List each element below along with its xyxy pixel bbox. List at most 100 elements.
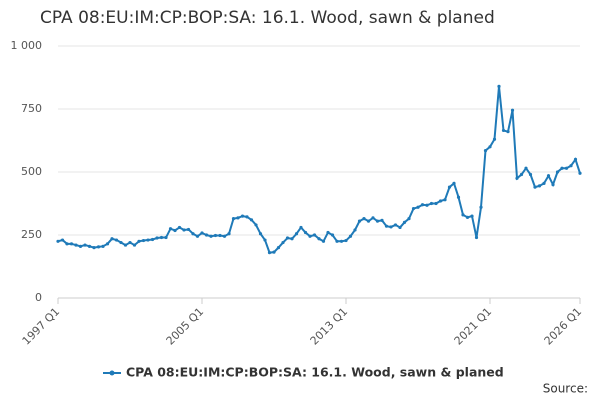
point <box>276 246 281 250</box>
series-line <box>57 86 581 254</box>
point <box>456 195 461 199</box>
point <box>321 239 326 243</box>
point <box>308 234 312 238</box>
legend-label: CPA 08:EU:IM:CP:BOP:SA: 16.1. Wood, sawn… <box>126 365 504 380</box>
point <box>564 166 569 170</box>
point <box>483 148 488 153</box>
point <box>263 238 267 242</box>
point <box>326 230 330 235</box>
point <box>96 245 101 249</box>
point <box>573 157 578 161</box>
point <box>294 232 299 236</box>
point <box>240 214 245 218</box>
point <box>168 227 173 231</box>
point <box>425 203 429 207</box>
point <box>249 218 254 222</box>
point <box>411 206 416 211</box>
point <box>551 183 555 187</box>
point <box>533 185 537 189</box>
x-tick-label: 2005 Q1 <box>164 305 207 348</box>
point <box>182 228 186 232</box>
point <box>155 236 159 240</box>
point <box>438 199 443 203</box>
point <box>402 220 407 224</box>
point <box>236 216 240 220</box>
point <box>146 238 150 242</box>
y-tick-label: 750 <box>21 102 42 115</box>
point <box>555 170 560 174</box>
point <box>128 240 132 245</box>
point <box>272 250 276 254</box>
point <box>452 181 456 185</box>
point <box>416 205 420 209</box>
point <box>434 201 438 206</box>
point <box>245 215 249 219</box>
point <box>285 236 290 240</box>
point <box>335 239 339 243</box>
point <box>461 213 465 217</box>
point <box>578 171 582 175</box>
point <box>204 233 209 237</box>
legend-marker <box>109 370 115 376</box>
point <box>344 238 348 243</box>
point <box>362 217 366 221</box>
point <box>173 228 177 233</box>
y-tick-label: 1 000 <box>11 39 43 52</box>
point <box>317 237 321 241</box>
x-tick-label: 2021 Q1 <box>452 305 495 348</box>
point <box>375 219 380 223</box>
point <box>492 137 497 141</box>
point <box>524 166 528 170</box>
point <box>501 128 506 133</box>
point <box>209 234 213 238</box>
point <box>74 243 78 247</box>
source: Source: <box>543 382 588 396</box>
point <box>110 237 114 241</box>
point <box>497 84 501 88</box>
point <box>101 244 105 248</box>
point <box>231 217 236 221</box>
point <box>56 239 60 243</box>
point <box>393 223 398 227</box>
point <box>429 201 434 206</box>
point <box>398 225 402 230</box>
point <box>348 234 353 238</box>
point <box>312 233 317 237</box>
point <box>357 219 362 223</box>
x-tick-label: 1997 Q1 <box>20 305 63 348</box>
chart-title: CPA 08:EU:IM:CP:BOP:SA: 16.1. Wood, sawn… <box>40 8 495 28</box>
point <box>258 232 263 236</box>
point <box>227 232 231 236</box>
y-tick-label: 500 <box>21 165 42 178</box>
point <box>290 237 294 241</box>
point <box>515 176 519 180</box>
point <box>384 224 389 228</box>
point <box>60 238 65 242</box>
x-tick-label: 2026 Q1 <box>542 305 585 348</box>
point <box>69 242 74 246</box>
point <box>560 166 564 170</box>
point <box>281 240 285 245</box>
point <box>528 172 533 177</box>
x-tick-label: 2013 Q1 <box>308 305 351 348</box>
point <box>353 228 357 232</box>
y-tick-label: 250 <box>21 228 42 241</box>
point <box>299 225 303 230</box>
point <box>303 230 308 235</box>
point <box>569 164 573 168</box>
point <box>420 203 425 207</box>
point <box>474 235 479 240</box>
point <box>164 235 168 240</box>
point <box>546 174 551 178</box>
point <box>506 130 510 134</box>
point <box>119 240 123 245</box>
point <box>159 235 164 240</box>
point <box>443 198 447 202</box>
point <box>123 243 128 247</box>
point <box>222 234 227 238</box>
point <box>186 227 191 232</box>
point <box>542 181 546 185</box>
point <box>105 242 110 246</box>
point <box>267 251 272 255</box>
